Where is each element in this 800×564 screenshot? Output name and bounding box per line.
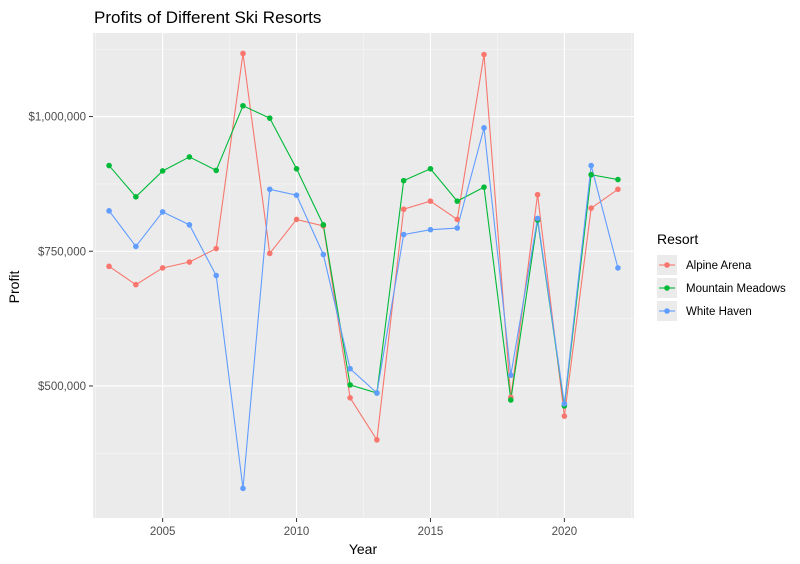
data-point bbox=[213, 167, 219, 174]
legend-key-point bbox=[664, 308, 670, 314]
data-point bbox=[293, 216, 300, 223]
series-line-0 bbox=[108, 53, 619, 442]
data-point bbox=[427, 198, 434, 204]
data-point bbox=[133, 194, 139, 200]
data-point bbox=[427, 166, 434, 172]
data-point bbox=[347, 365, 353, 372]
legend-title: Resort bbox=[657, 231, 698, 247]
data-point bbox=[266, 115, 273, 121]
y-axis-ticks: $500,000 $750,000 $1,000,000 bbox=[28, 112, 93, 393]
data-point bbox=[561, 413, 568, 419]
data-point bbox=[534, 191, 541, 198]
legend: Resort Alpine Arena Mountain Meadows White… bbox=[657, 231, 786, 321]
y-tick-label: $500,000 bbox=[38, 381, 86, 393]
data-point bbox=[561, 400, 568, 407]
data-point bbox=[266, 186, 273, 193]
legend-key-point bbox=[664, 285, 670, 291]
data-point bbox=[615, 176, 621, 183]
major-gridlines bbox=[93, 33, 634, 518]
y-tick-label: $1,000,000 bbox=[28, 112, 86, 124]
legend-key-point bbox=[664, 262, 670, 268]
series-lines bbox=[108, 53, 619, 489]
x-tick-label: 2005 bbox=[150, 526, 176, 538]
legend-label: Alpine Arena bbox=[686, 260, 752, 272]
data-point bbox=[615, 186, 621, 193]
data-point bbox=[159, 209, 166, 215]
data-point bbox=[240, 102, 246, 109]
data-point bbox=[400, 177, 407, 184]
data-point bbox=[320, 251, 327, 258]
y-tick-label: $750,000 bbox=[38, 246, 86, 258]
legend-items: Alpine Arena Mountain Meadows White Haven bbox=[657, 255, 786, 321]
data-point bbox=[481, 51, 487, 58]
data-point bbox=[508, 372, 514, 378]
chart-title: Profits of Different Ski Resorts bbox=[94, 8, 321, 27]
data-point bbox=[588, 162, 594, 169]
series-line-1 bbox=[108, 105, 619, 406]
data-point bbox=[213, 245, 219, 252]
data-point bbox=[133, 243, 139, 250]
data-point bbox=[374, 437, 380, 443]
legend-label: Mountain Meadows bbox=[686, 283, 786, 295]
data-point bbox=[186, 259, 193, 265]
data-point bbox=[454, 225, 461, 231]
data-point bbox=[481, 184, 487, 190]
data-point bbox=[400, 231, 407, 238]
data-point bbox=[133, 281, 139, 288]
data-point bbox=[106, 263, 112, 270]
data-point bbox=[454, 198, 461, 204]
data-point bbox=[159, 168, 166, 174]
minor-gridlines bbox=[93, 33, 634, 518]
data-point bbox=[400, 206, 407, 213]
x-axis-ticks: 2005 2010 2015 2020 bbox=[150, 518, 577, 538]
data-point bbox=[454, 216, 461, 223]
data-point bbox=[293, 192, 300, 199]
x-tick-label: 2010 bbox=[284, 526, 310, 538]
data-point bbox=[106, 162, 112, 169]
data-point bbox=[240, 50, 246, 57]
data-point bbox=[481, 125, 487, 131]
legend-label: White Haven bbox=[686, 306, 752, 318]
data-point bbox=[427, 226, 434, 233]
data-point bbox=[508, 397, 514, 403]
data-point bbox=[266, 250, 273, 257]
data-point bbox=[186, 154, 193, 160]
data-point bbox=[106, 208, 112, 214]
data-point bbox=[588, 205, 594, 211]
y-axis-title: Profit bbox=[6, 271, 22, 304]
x-tick-label: 2020 bbox=[552, 526, 578, 538]
data-point bbox=[240, 485, 246, 492]
data-point bbox=[320, 222, 327, 228]
data-point bbox=[159, 265, 166, 271]
data-point bbox=[534, 215, 541, 222]
x-axis-title: Year bbox=[349, 541, 378, 557]
data-point bbox=[293, 166, 300, 172]
data-point bbox=[186, 222, 193, 228]
data-point bbox=[615, 265, 621, 271]
data-point bbox=[347, 382, 353, 388]
data-point bbox=[347, 395, 353, 401]
series-line-2 bbox=[108, 127, 619, 489]
x-tick-label: 2015 bbox=[418, 526, 444, 538]
series-points bbox=[106, 50, 621, 492]
data-point bbox=[374, 390, 380, 396]
data-point bbox=[213, 272, 219, 279]
data-point bbox=[588, 171, 594, 178]
